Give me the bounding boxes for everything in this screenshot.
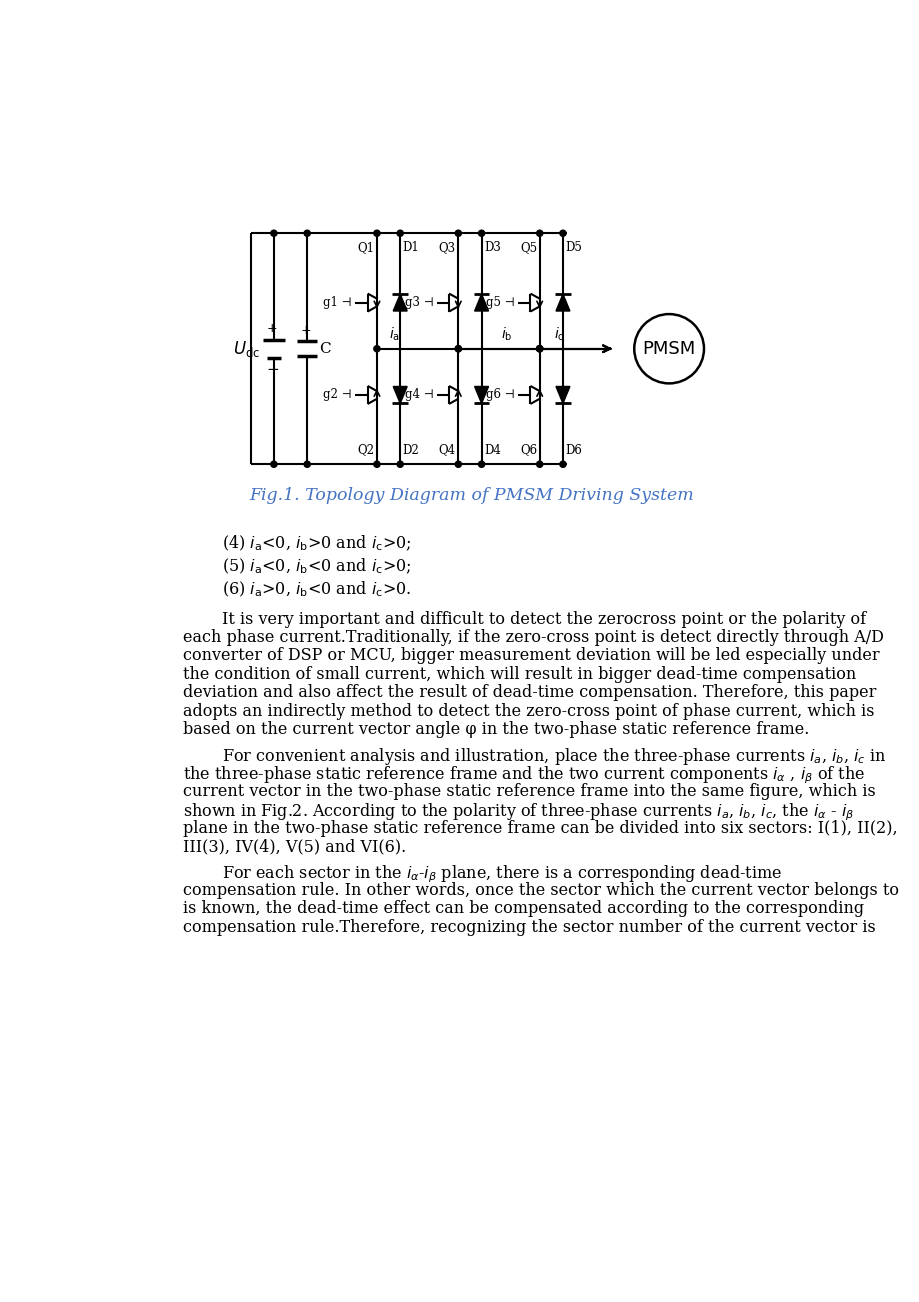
Text: g2 ⊣: g2 ⊣ bbox=[323, 388, 352, 401]
Text: compensation rule. In other words, once the sector which the current vector belo: compensation rule. In other words, once … bbox=[183, 881, 898, 898]
Text: Q5: Q5 bbox=[519, 241, 537, 254]
Text: $i_{\rm c}$: $i_{\rm c}$ bbox=[553, 326, 563, 344]
Circle shape bbox=[455, 345, 461, 352]
Text: D1: D1 bbox=[403, 241, 419, 254]
Circle shape bbox=[373, 230, 380, 237]
Text: $i_{\rm b}$: $i_{\rm b}$ bbox=[501, 326, 512, 344]
Text: It is very important and difficult to detect the zerocross point or the polarity: It is very important and difficult to de… bbox=[221, 611, 865, 628]
Text: III(3), IV(4), V(5) and VI(6).: III(3), IV(4), V(5) and VI(6). bbox=[183, 838, 406, 855]
Text: +: + bbox=[267, 322, 278, 335]
Circle shape bbox=[536, 345, 542, 352]
Circle shape bbox=[270, 230, 277, 237]
Circle shape bbox=[478, 461, 484, 467]
Text: D3: D3 bbox=[483, 241, 500, 254]
Text: g5 ⊣: g5 ⊣ bbox=[485, 296, 515, 309]
Circle shape bbox=[270, 461, 277, 467]
Text: $i_{\rm a}$: $i_{\rm a}$ bbox=[388, 326, 399, 344]
Circle shape bbox=[536, 461, 542, 467]
Text: C: C bbox=[319, 341, 331, 355]
Text: based on the current vector angle φ in the two-phase static reference frame.: based on the current vector angle φ in t… bbox=[183, 721, 809, 738]
Circle shape bbox=[560, 461, 565, 467]
Polygon shape bbox=[555, 294, 569, 311]
Text: shown in Fig.2. According to the polarity of three-phase currents $i_a$, $i_b$, : shown in Fig.2. According to the polarit… bbox=[183, 802, 854, 823]
Circle shape bbox=[373, 345, 380, 352]
Text: compensation rule.Therefore, recognizing the sector number of the current vector: compensation rule.Therefore, recognizing… bbox=[183, 918, 875, 936]
Text: PMSM: PMSM bbox=[641, 340, 695, 358]
Text: g1 ⊣: g1 ⊣ bbox=[323, 296, 352, 309]
Circle shape bbox=[304, 461, 310, 467]
Text: deviation and also affect the result of dead-time compensation. Therefore, this : deviation and also affect the result of … bbox=[183, 685, 876, 702]
Text: $U_{\rm dc}$: $U_{\rm dc}$ bbox=[233, 339, 260, 359]
Text: the condition of small current, which will result in bigger dead-time compensati: the condition of small current, which wi… bbox=[183, 667, 856, 684]
Circle shape bbox=[536, 345, 542, 352]
Text: g6 ⊣: g6 ⊣ bbox=[485, 388, 515, 401]
Text: g4 ⊣: g4 ⊣ bbox=[404, 388, 433, 401]
Text: −: − bbox=[266, 362, 278, 378]
Circle shape bbox=[397, 461, 403, 467]
Polygon shape bbox=[392, 294, 407, 311]
Circle shape bbox=[373, 461, 380, 467]
Text: is known, the dead-time effect can be compensated according to the corresponding: is known, the dead-time effect can be co… bbox=[183, 900, 863, 917]
Circle shape bbox=[536, 345, 542, 352]
Text: D2: D2 bbox=[403, 444, 419, 457]
Text: Q2: Q2 bbox=[357, 444, 374, 457]
Circle shape bbox=[560, 230, 565, 237]
Text: D6: D6 bbox=[564, 444, 582, 457]
Text: Q4: Q4 bbox=[438, 444, 456, 457]
Text: each phase current.Traditionally, if the zero-cross point is detect directly thr: each phase current.Traditionally, if the… bbox=[183, 629, 883, 646]
Circle shape bbox=[536, 230, 542, 237]
Text: Q6: Q6 bbox=[519, 444, 537, 457]
Text: the three-phase static reference frame and the two current components $i_{\alpha: the three-phase static reference frame a… bbox=[183, 764, 865, 786]
Text: adopts an indirectly method to detect the zero-cross point of phase current, whi: adopts an indirectly method to detect th… bbox=[183, 703, 874, 720]
Text: (5) $i_{\rm a}$<0, $i_{\rm b}$<0 and $i_{\rm c}$>0;: (5) $i_{\rm a}$<0, $i_{\rm b}$<0 and $i_… bbox=[221, 557, 411, 575]
Text: +: + bbox=[300, 324, 311, 337]
Text: Q3: Q3 bbox=[438, 241, 456, 254]
Text: For convenient analysis and illustration, place the three-phase currents $i_a$, : For convenient analysis and illustration… bbox=[221, 746, 886, 767]
Polygon shape bbox=[474, 387, 488, 404]
Text: current vector in the two-phase static reference frame into the same figure, whi: current vector in the two-phase static r… bbox=[183, 783, 875, 799]
Circle shape bbox=[478, 230, 484, 237]
Circle shape bbox=[455, 345, 461, 352]
Text: g3 ⊣: g3 ⊣ bbox=[404, 296, 433, 309]
Polygon shape bbox=[555, 387, 569, 404]
Text: D5: D5 bbox=[564, 241, 582, 254]
Circle shape bbox=[455, 230, 461, 237]
Polygon shape bbox=[392, 387, 407, 404]
Text: (6) $i_{\rm a}$>0, $i_{\rm b}$<0 and $i_{\rm c}$>0.: (6) $i_{\rm a}$>0, $i_{\rm b}$<0 and $i_… bbox=[221, 579, 411, 599]
Circle shape bbox=[397, 230, 403, 237]
Text: For each sector in the $i_{\alpha}$-$i_{\beta}$ plane, there is a corresponding : For each sector in the $i_{\alpha}$-$i_{… bbox=[221, 863, 781, 884]
Circle shape bbox=[455, 461, 461, 467]
Text: (4) $i_{\rm a}$<0, $i_{\rm b}$>0 and $i_{\rm c}$>0;: (4) $i_{\rm a}$<0, $i_{\rm b}$>0 and $i_… bbox=[221, 534, 411, 553]
Circle shape bbox=[304, 230, 310, 237]
Text: Fig.1. Topology Diagram of PMSM Driving System: Fig.1. Topology Diagram of PMSM Driving … bbox=[249, 487, 693, 504]
Text: converter of DSP or MCU, bigger measurement deviation will be led especially und: converter of DSP or MCU, bigger measurem… bbox=[183, 647, 879, 664]
Polygon shape bbox=[474, 294, 488, 311]
Text: D4: D4 bbox=[483, 444, 500, 457]
Text: plane in the two-phase static reference frame can be divided into six sectors: I: plane in the two-phase static reference … bbox=[183, 820, 897, 837]
Text: Q1: Q1 bbox=[357, 241, 374, 254]
